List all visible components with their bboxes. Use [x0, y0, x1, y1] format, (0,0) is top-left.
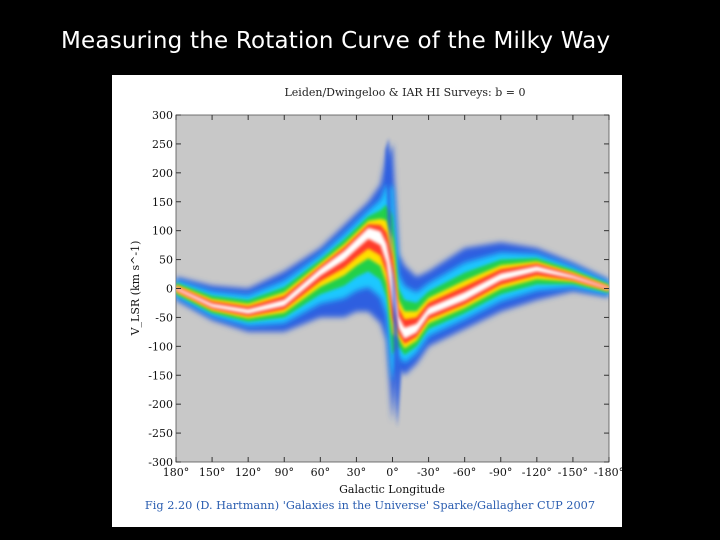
x-axis: 180° 150° 120° 90° 60° 30° 0° -30° -60° -90° -120°…	[163, 115, 622, 479]
y-tick-label: -250	[148, 427, 173, 440]
chart-title: Leiden/Dwingeloo & IAR HI Surveys: b = 0	[284, 86, 525, 99]
y-tick-label: -100	[148, 340, 173, 353]
figure-caption: Fig 2.20 (D. Hartmann) 'Galaxies in the …	[145, 499, 595, 512]
y-tick-label: 50	[159, 254, 173, 267]
x-axis-label: Galactic Longitude	[339, 483, 445, 496]
x-tick-label: 150°	[199, 466, 226, 479]
x-tick-label: -120°	[522, 466, 552, 479]
y-tick-label: 150	[152, 196, 173, 209]
x-tick-label: -90°	[489, 466, 512, 479]
galactic-center-spike	[385, 138, 401, 428]
slide-title: Measuring the Rotation Curve of the Milk…	[61, 28, 611, 54]
x-tick-label: 120°	[235, 466, 262, 479]
rotation-curve-chart: Leiden/Dwingeloo & IAR HI Surveys: b = 0…	[129, 86, 622, 512]
x-tick-label: 30°	[347, 466, 367, 479]
y-tick-label: 300	[152, 109, 173, 122]
y-tick-label: 200	[152, 167, 173, 180]
y-tick-label: -150	[148, 369, 173, 382]
x-tick-label: 60°	[311, 466, 331, 479]
x-tick-label: 90°	[275, 466, 295, 479]
x-tick-label: 180°	[163, 466, 190, 479]
y-tick-label: -200	[148, 398, 173, 411]
y-tick-label: 100	[152, 225, 173, 238]
hi-emission-layer	[176, 138, 609, 428]
figure-panel: Leiden/Dwingeloo & IAR HI Surveys: b = 0…	[112, 75, 622, 527]
x-tick-label: -150°	[558, 466, 588, 479]
x-tick-label: -60°	[453, 466, 476, 479]
y-tick-label: 0	[166, 283, 173, 296]
y-axis-label: V_LSR (km s^-1)	[129, 241, 142, 337]
y-axis: 300 250 200 150 100 50 0 -50 -100 -150 -200 -250 -30…	[148, 109, 609, 469]
y-tick-label: -300	[148, 456, 173, 469]
y-tick-label: 250	[152, 138, 173, 151]
x-tick-label: 0°	[386, 466, 399, 479]
x-tick-label: -180°	[594, 466, 622, 479]
y-tick-label: -50	[155, 311, 173, 324]
x-tick-label: -30°	[417, 466, 440, 479]
